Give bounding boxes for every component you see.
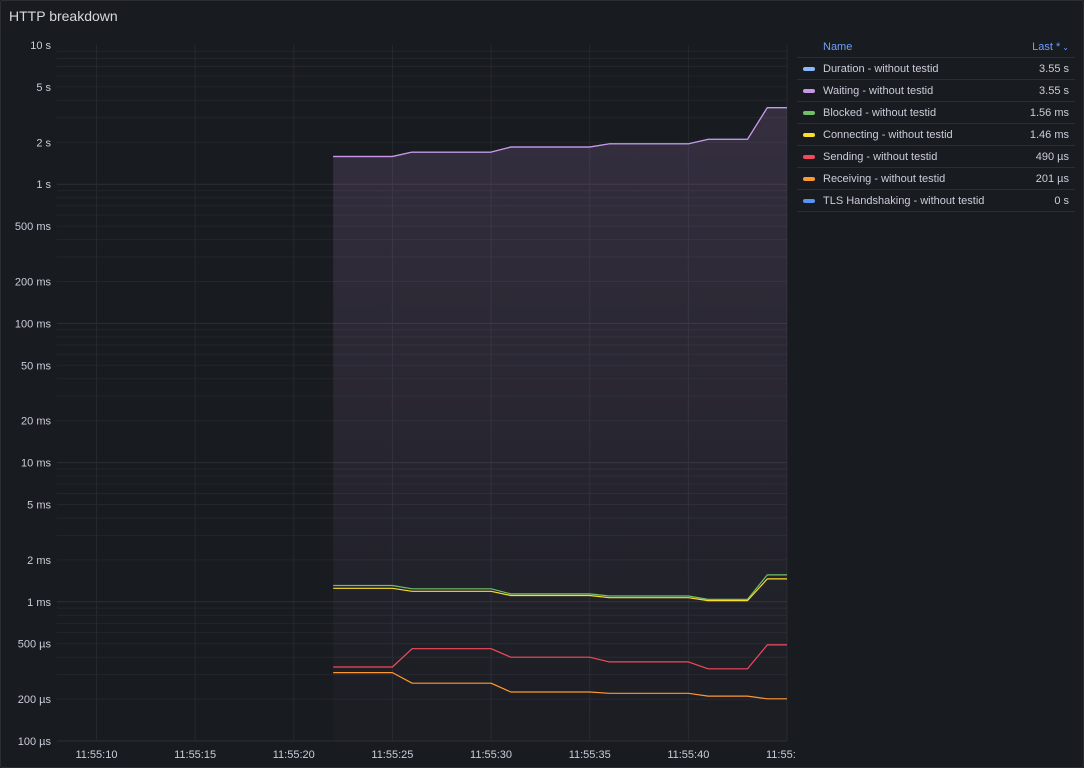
series-line (333, 574, 787, 601)
legend-item-value: 3.55 s (1039, 62, 1069, 75)
x-tick-label: 11:55:45 (766, 749, 795, 761)
legend-swatch (803, 66, 815, 71)
chevron-down-icon: ⌄ (1062, 43, 1069, 52)
y-tick-label: 50 ms (21, 360, 51, 372)
legend-item[interactable]: Blocked - without testid 1.56 ms (797, 102, 1075, 124)
legend-header: Name Last * ⌄ (797, 37, 1075, 58)
x-tick-label: 11:55:30 (470, 749, 512, 761)
y-tick-label: 500 ms (15, 221, 52, 233)
legend-swatch (803, 154, 815, 159)
legend-swatch (803, 176, 815, 181)
x-tick-label: 11:55:35 (569, 749, 611, 761)
series-line (333, 644, 787, 670)
legend-item-value: 1.46 ms (1029, 128, 1069, 141)
legend-table: Name Last * ⌄ Duration - without testid 3.… (797, 37, 1075, 212)
y-tick-label: 200 µs (18, 694, 52, 706)
legend-item[interactable]: Sending - without testid 490 µs (797, 146, 1075, 168)
legend-item-value: 3.55 s (1039, 84, 1069, 97)
y-tick-label: 2 ms (27, 555, 51, 567)
x-tick-label: 11:55:10 (75, 749, 117, 761)
y-tick-label: 2 s (36, 137, 51, 149)
y-tick-label: 10 s (30, 40, 51, 52)
legend-item-value: 0 s (1054, 194, 1069, 207)
legend-item-name: Receiving - without testid (823, 172, 946, 185)
y-tick-label: 500 µs (18, 639, 52, 651)
legend-item[interactable]: Waiting - without testid 3.55 s (797, 80, 1075, 102)
legend-swatch (803, 198, 815, 203)
legend-swatch (803, 88, 815, 93)
y-tick-label: 20 ms (21, 416, 51, 428)
x-tick-label: 11:55:20 (273, 749, 315, 761)
legend-item-name: TLS Handshaking - without testid (823, 194, 985, 207)
legend-item-name: Connecting - without testid (823, 128, 953, 141)
y-tick-label: 100 µs (18, 736, 52, 748)
legend-item[interactable]: Connecting - without testid 1.46 ms (797, 124, 1075, 146)
legend-item-name: Duration - without testid (823, 62, 939, 75)
legend-item-name: Blocked - without testid (823, 106, 937, 119)
legend-name-header[interactable]: Name (823, 41, 853, 53)
panel-title[interactable]: HTTP breakdown (9, 8, 118, 24)
series-area-fill (333, 107, 787, 742)
legend-item-value: 1.56 ms (1029, 106, 1069, 119)
legend-swatch (803, 110, 815, 115)
legend-item[interactable]: Receiving - without testid 201 µs (797, 168, 1075, 190)
y-tick-label: 100 ms (15, 318, 52, 330)
series-line (333, 106, 787, 158)
legend-item-value: 490 µs (1035, 150, 1069, 163)
series-line (333, 578, 787, 602)
legend-item[interactable]: Duration - without testid 3.55 s (797, 58, 1075, 80)
y-tick-label: 5 ms (27, 500, 51, 512)
legend-item-name: Sending - without testid (823, 150, 938, 163)
y-tick-label: 1 s (36, 179, 51, 191)
y-tick-label: 5 s (36, 82, 51, 94)
legend-item[interactable]: TLS Handshaking - without testid 0 s (797, 190, 1075, 212)
x-tick-label: 11:55:40 (667, 749, 709, 761)
x-tick-label: 11:55:25 (371, 749, 413, 761)
y-tick-label: 1 ms (27, 597, 51, 609)
legend-swatch (803, 132, 815, 137)
legend-last-header[interactable]: Last * ⌄ (1032, 41, 1069, 53)
legend-item-name: Waiting - without testid (823, 84, 934, 97)
x-tick-label: 11:55:15 (174, 749, 216, 761)
http-breakdown-chart[interactable]: 10 s 5 s 2 s 1 s 500 ms 200 ms 100 ms 50 ms 20 m… (1, 1, 795, 767)
series-line (333, 671, 787, 700)
y-tick-label: 200 ms (15, 276, 52, 288)
legend-item-value: 201 µs (1035, 172, 1069, 185)
y-tick-label: 10 ms (21, 458, 51, 470)
